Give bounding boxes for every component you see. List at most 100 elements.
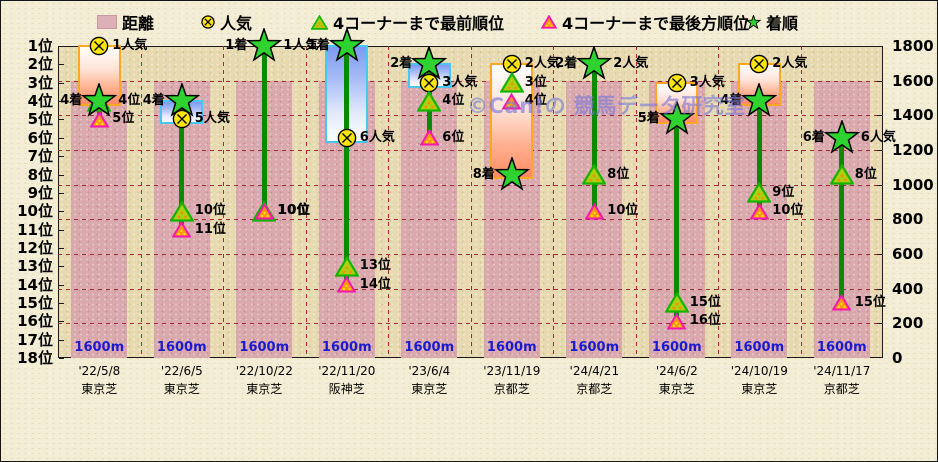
gridline-v (388, 46, 389, 358)
rear-position-marker (336, 275, 357, 293)
left-axis-tick (59, 192, 64, 194)
marker-label: 2着 (555, 56, 578, 72)
distance-label: 1600m (651, 340, 702, 355)
left-axis-tick (59, 137, 64, 139)
y-axis-label-left: 17位 (17, 330, 53, 349)
position-span-line (839, 137, 845, 303)
left-axis-tick (59, 247, 64, 249)
front-position-marker (416, 89, 443, 112)
rear-position-marker (501, 92, 522, 110)
green-triangle-icon (310, 13, 329, 30)
legend-item-popularity: 人気 (201, 9, 252, 35)
y-axis-label-left: 13位 (17, 257, 53, 276)
marker-label: 4位 (524, 93, 547, 109)
left-axis-tick (59, 119, 64, 121)
green-star-icon (745, 13, 762, 30)
front-position-marker (746, 181, 773, 203)
marker-label: 1着 (307, 38, 330, 53)
marker-label: 10位 (194, 203, 226, 219)
right-axis-tick (877, 115, 882, 117)
marker-label: 4着 (142, 93, 165, 109)
right-axis-tick (877, 323, 882, 325)
left-axis-tick (59, 302, 64, 304)
gridline-v (470, 46, 472, 358)
distance-label: 1600m (239, 340, 290, 355)
right-axis-tick (877, 219, 882, 221)
marker-label: 8位 (854, 166, 877, 182)
marker-label: 5位 (112, 111, 135, 127)
marker-label: 2着 (390, 56, 413, 72)
legend-item-distance: 距離 (97, 9, 154, 35)
gridline-v (223, 46, 224, 358)
finish-star-marker (823, 118, 861, 156)
left-axis-tick (59, 174, 64, 176)
right-axis-tick (877, 150, 882, 151)
y-axis-label-right: 1000 (892, 175, 934, 194)
left-axis-tick (59, 156, 64, 158)
marker-label: 5人気 (194, 111, 230, 127)
y-axis-label-left: 3位 (27, 73, 53, 92)
y-axis-label-left: 15位 (17, 293, 53, 312)
y-axis-label-right: 1400 (892, 106, 934, 125)
marker-label: 10位 (607, 203, 639, 219)
left-axis-tick (59, 46, 64, 47)
x-axis-date-label: '22/10/22 (235, 364, 293, 378)
finish-star-marker (740, 81, 778, 119)
left-axis-tick (59, 82, 64, 84)
position-span-line (756, 101, 762, 212)
popularity-marker (749, 54, 769, 74)
y-axis-label-left: 5位 (27, 110, 53, 129)
marker-label: 2人気 (613, 56, 649, 72)
marker-label: 4着 (720, 93, 743, 109)
rear-position-marker (749, 202, 770, 220)
marker-label: 10位 (277, 203, 310, 219)
x-axis-track-label: 京都芝 (823, 382, 860, 396)
rear-position-marker (419, 128, 440, 146)
finish-star-marker (163, 81, 201, 119)
left-axis-tick (59, 358, 64, 359)
marker-label: 6人気 (860, 129, 896, 145)
distance-label: 1600m (404, 340, 455, 355)
x-axis-track-label: 東京芝 (411, 382, 448, 396)
x-axis-date-label: '22/6/5 (160, 364, 203, 378)
legend: 距離 人気 4コーナーまで最前順位 4コーナーまで最後方順位 着順 (1, 9, 937, 35)
left-axis-tick (59, 64, 64, 66)
left-axis-tick (59, 321, 64, 323)
legend-item-finish-order: 着順 (745, 9, 798, 35)
position-span-line (591, 64, 597, 212)
x-axis-track-label: 京都芝 (576, 382, 613, 396)
front-position-marker (829, 163, 855, 185)
distance-label: 1600m (569, 340, 620, 355)
y-axis-label-left: 8位 (27, 165, 53, 184)
marker-label: 5着 (637, 111, 660, 127)
marker-label: 6着 (802, 129, 825, 145)
y-axis-label-left: 9位 (27, 183, 53, 202)
x-axis-date-label: '22/11/20 (318, 364, 376, 378)
distance-label: 1600m (486, 340, 537, 355)
rear-position-marker (171, 220, 192, 238)
y-axis-label-right: 400 (892, 279, 924, 298)
finish-star-marker (245, 26, 283, 64)
marker-label: 1人気 (112, 38, 148, 53)
rear-position-marker (831, 293, 852, 311)
popularity-marker (337, 128, 357, 148)
left-axis-tick (59, 339, 64, 341)
position-span-line (674, 119, 680, 322)
legend-item-front-position: 4コーナーまで最前順位 (310, 9, 504, 35)
left-axis-tick (59, 284, 64, 286)
finish-star-marker (575, 45, 613, 82)
front-position-marker (499, 71, 525, 93)
x-axis-date-label: '23/11/19 (483, 364, 541, 378)
y-axis-label-left: 18位 (17, 349, 53, 367)
marker-label: 8位 (607, 166, 630, 182)
x-axis-track-label: 東京芝 (246, 382, 283, 396)
distance-label: 1600m (156, 340, 207, 355)
marker-label: 16位 (689, 313, 721, 329)
marker-label: 15位 (689, 294, 721, 310)
circled-x-icon (201, 15, 215, 29)
rear-position-marker (584, 202, 605, 220)
x-axis-track-label: 阪神芝 (328, 382, 365, 396)
finish-star-marker (658, 100, 696, 137)
right-axis-tick (877, 254, 882, 255)
finish-star-marker (493, 155, 531, 193)
